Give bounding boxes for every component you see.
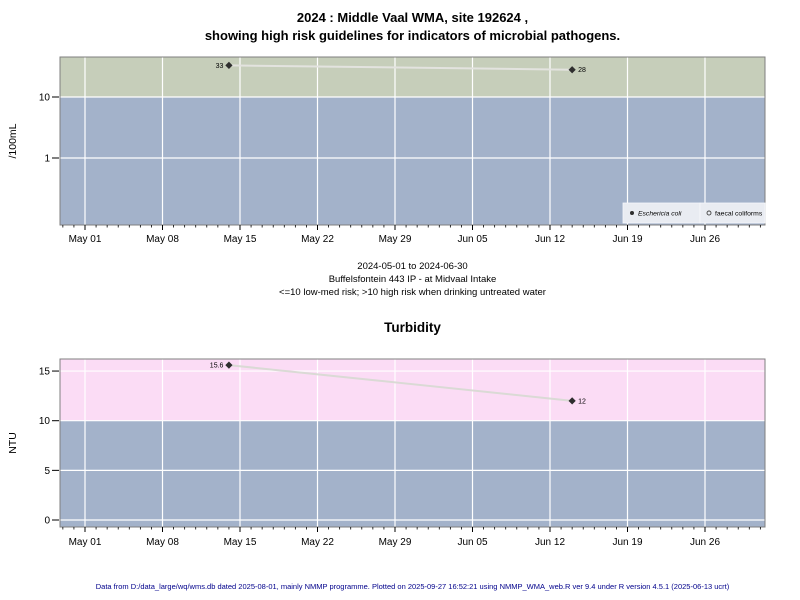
plot-border [59, 358, 766, 528]
legend-label: Eschericia coli [638, 211, 682, 218]
turbidity-chart: May 01 May 08 May 15 May 22 May 29 Jun 05 Jun … [7, 358, 766, 548]
y-tick-label: 10 [39, 93, 51, 104]
page-title-line2: showing high risk guidelines for indicat… [204, 28, 621, 43]
high-risk-band [60, 57, 765, 97]
data-point-label: 12 [578, 398, 586, 405]
page-title: 2024 : Middle Vaal WMA, site 192624 , sh… [25, 9, 800, 45]
x-tick-label: May 01 [69, 234, 102, 245]
x-tick-label: May 29 [379, 234, 412, 245]
y-tick-label: 1 [44, 154, 50, 165]
y-tick-label: 0 [44, 516, 50, 527]
x-tick-label: May 01 [69, 537, 102, 548]
y-tick-label: 10 [39, 416, 51, 427]
subtitle-risk-note: <=10 low-med risk; >10 high risk when dr… [279, 287, 546, 298]
subtitle-site-name: Buffelsfontein 443 IP - at Midvaal Intak… [328, 274, 497, 285]
x-tick-label: May 22 [301, 537, 334, 548]
x-tick-label: Jun 12 [535, 537, 565, 548]
y-axis-label: /100mL [7, 123, 19, 158]
plot-border [59, 56, 766, 226]
subtitle-date-range: 2024-05-01 to 2024-06-30 [357, 261, 468, 272]
filled-point-icon [630, 211, 634, 215]
series-line [228, 64, 573, 71]
legend-box [699, 202, 766, 224]
x-tick-label: May 15 [224, 234, 257, 245]
high-risk-band [60, 359, 765, 421]
x-tick-label: May 15 [224, 537, 257, 548]
microbial-pathogens-chart: May 01 May 08 May 15 May 22 May 29 Jun 05 Jun … [7, 56, 766, 245]
x-tick-label: Jun 26 [690, 234, 720, 245]
data-point-label: 33 [216, 63, 224, 70]
footer-note: Data from D:/data_large/wq/wms.db dated … [95, 582, 730, 591]
data-point-label: 15.6 [210, 363, 224, 370]
chart-subtitle: 2024-05-01 to 2024-06-30 Buffelsfontein … [25, 260, 800, 299]
x-tick-label: May 29 [379, 537, 412, 548]
page-title-line1: 2024 : Middle Vaal WMA, site 192624 , [296, 10, 529, 25]
data-point-marker [225, 61, 233, 69]
low-risk-band [60, 420, 765, 527]
x-tick-label: May 22 [301, 234, 334, 245]
open-circle-icon [706, 210, 712, 216]
turbidity-chart-title: Turbidity [384, 320, 441, 335]
x-tick-label: May 08 [146, 234, 179, 245]
x-tick-label: Jun 19 [612, 537, 642, 548]
y-axis-label: NTU [7, 432, 19, 454]
x-tick-label: Jun 05 [457, 234, 487, 245]
x-tick-label: Jun 19 [612, 234, 642, 245]
x-tick-label: May 08 [146, 537, 179, 548]
series-line [228, 364, 573, 402]
y-tick-label: 5 [44, 466, 50, 477]
x-tick-label: Jun 26 [690, 537, 720, 548]
x-tick-label: Jun 05 [457, 537, 487, 548]
x-tick-label: Jun 12 [535, 234, 565, 245]
data-point-label: 28 [578, 67, 586, 74]
y-tick-label: 15 [39, 367, 51, 378]
legend-label: faecal coliforms [715, 211, 763, 218]
data-point-marker [568, 66, 576, 74]
